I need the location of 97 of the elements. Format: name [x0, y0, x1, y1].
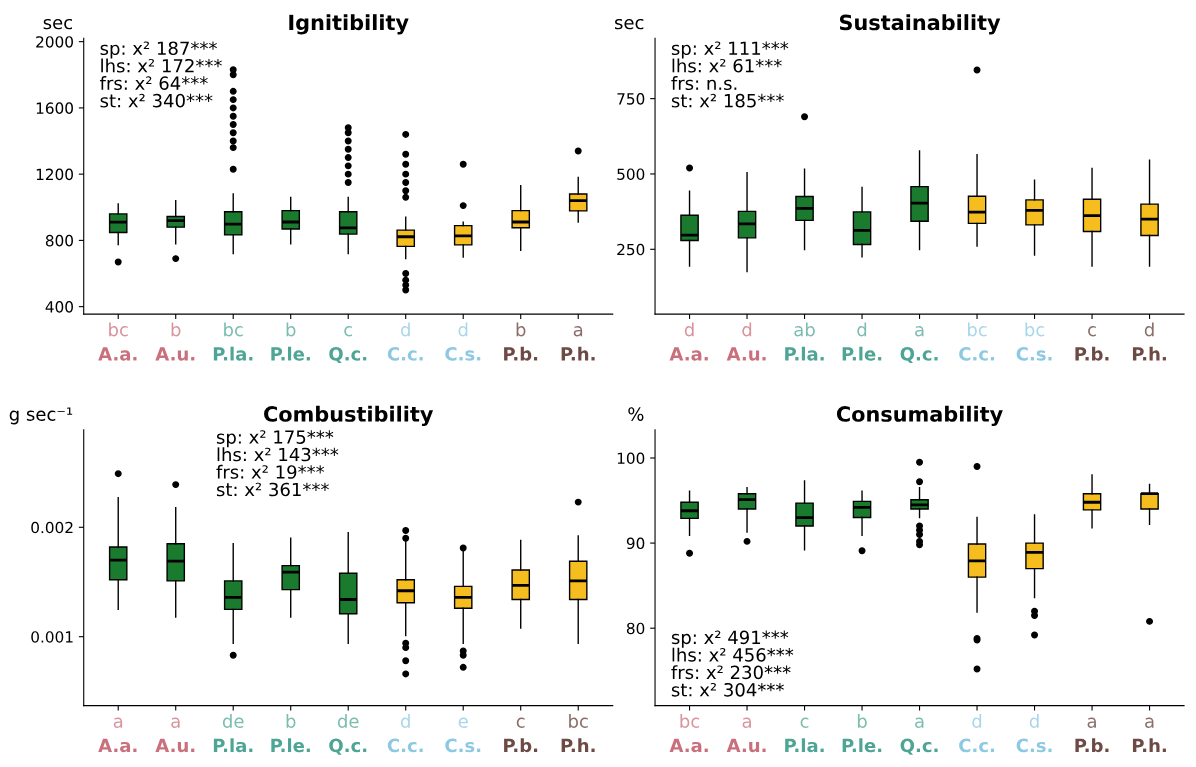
text: d [857, 322, 867, 337]
text: sp: x² 491*** lhs: x² 456*** frs: x² 230*** st: x² 304*** [671, 630, 794, 697]
text: bc [224, 322, 243, 337]
x-tick-label: C.s. [445, 347, 481, 361]
x-tick-label: C.c. [959, 347, 995, 361]
x-tick-label: P.b. [504, 738, 538, 753]
text: d [1029, 713, 1039, 728]
text: d [1144, 322, 1154, 337]
x-tick-label: C.s. [1016, 738, 1052, 753]
text: ab [794, 322, 815, 337]
x-tick-label: P.le. [271, 738, 310, 753]
text: de [337, 713, 359, 728]
text: c [344, 326, 353, 337]
text: a [915, 326, 924, 337]
text: sp: x² 187*** lhs: x² 172*** frs: x² 64*** st: x² 340*** [100, 41, 222, 108]
x-tick-label: A.u. [155, 347, 195, 361]
text: bc [680, 713, 700, 728]
x-tick-label: P.h. [1132, 738, 1166, 752]
text: a [573, 326, 583, 337]
text: d [400, 322, 410, 337]
y-tick-label: 500 [617, 168, 645, 180]
text: d [684, 322, 694, 337]
text: a [171, 717, 180, 728]
x-tick-label: A.u. [726, 347, 766, 361]
text: c [1088, 326, 1096, 337]
text: b [171, 322, 181, 337]
text: bc [1025, 322, 1045, 337]
y-tick-label: 2000 [36, 36, 73, 48]
text: c [516, 717, 525, 728]
y-tick-label: 250 [617, 243, 645, 256]
x-tick-label: P.la. [785, 346, 824, 361]
text: c [800, 717, 809, 728]
chart-title: Consumability [836, 405, 1003, 427]
y-tick-label: 1600 [36, 102, 73, 114]
x-tick-label: A.u. [155, 738, 195, 753]
text: d [458, 322, 468, 337]
x-tick-label: P.b. [1075, 738, 1109, 753]
x-tick-label: A.a. [98, 347, 137, 361]
x-tick-label: C.s. [1016, 347, 1052, 361]
x-tick-label: P.h. [561, 346, 595, 361]
text: a [1087, 717, 1096, 728]
x-tick-label: P.la. [213, 346, 253, 361]
text: bc [109, 322, 128, 337]
y-axis-title: % [628, 407, 644, 421]
x-tick-label: A.a. [98, 738, 137, 753]
x-tick-label: A.a. [669, 738, 708, 753]
y-tick-label: 1200 [36, 168, 73, 181]
y-tick-label: 80 [626, 622, 645, 635]
x-tick-label: P.h. [1132, 346, 1166, 361]
text: a [1145, 717, 1154, 728]
text: de [222, 713, 244, 728]
text: bc [967, 322, 987, 337]
text: a [915, 717, 924, 728]
y-axis-title: g sec⁻¹ [9, 407, 73, 425]
x-tick-label: C.s. [445, 738, 481, 753]
y-tick-label: 100 [617, 452, 645, 465]
x-tick-label: A.u. [726, 738, 766, 753]
y-axis-title: sec [43, 18, 73, 30]
text: e [458, 717, 468, 728]
x-tick-label: Q.c. [900, 347, 938, 364]
y-axis-title: sec [615, 18, 644, 30]
text: d [400, 713, 410, 728]
text: d [972, 713, 982, 728]
y-tick-label: 750 [617, 93, 645, 105]
chart-title: Combustibility [264, 405, 434, 427]
y-tick-label: 0.001 [31, 631, 73, 643]
x-tick-label: P.le. [842, 738, 882, 753]
text: sp: x² 175*** lhs: x² 143*** frs: x² 19*** st: x² 361*** [216, 430, 339, 497]
y-tick-label: 0.002 [31, 521, 73, 534]
text: d [742, 322, 752, 337]
x-tick-label: P.la. [785, 738, 824, 753]
x-tick-label: C.c. [387, 347, 423, 361]
text: b [516, 322, 526, 337]
x-tick-label: P.h. [561, 738, 595, 752]
y-tick-label: 400 [45, 301, 73, 313]
text: bc [569, 713, 588, 728]
text: sp: x² 111*** lhs: x² 61*** frs: n.s. st: x² 185*** [671, 41, 789, 108]
x-tick-label: Q.c. [900, 738, 938, 755]
text: b [286, 713, 296, 728]
x-tick-label: P.b. [1075, 346, 1109, 361]
x-tick-label: C.c. [959, 738, 995, 753]
text: a [742, 717, 751, 728]
chart-title: Ignitibility [289, 14, 409, 35]
x-tick-label: Q.c. [329, 738, 367, 755]
text: b [857, 713, 867, 728]
x-tick-label: P.b. [504, 346, 538, 361]
x-tick-label: A.a. [669, 347, 708, 361]
y-tick-label: 800 [45, 234, 73, 247]
x-tick-label: P.le. [271, 346, 310, 361]
x-tick-label: P.la. [213, 738, 253, 753]
chart-title: Sustainability [839, 14, 1001, 35]
x-tick-label: Q.c. [329, 347, 367, 364]
x-tick-label: P.le. [842, 346, 882, 361]
text: b [286, 322, 296, 337]
text: a [113, 717, 123, 728]
y-tick-label: 90 [626, 537, 645, 550]
x-tick-label: C.c. [387, 738, 423, 753]
